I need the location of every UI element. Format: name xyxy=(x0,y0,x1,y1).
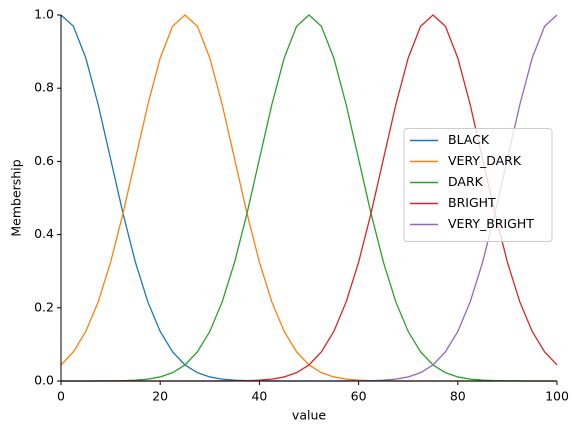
x-tick-label: 100 xyxy=(545,389,569,404)
y-tick-label: 0.0 xyxy=(34,373,54,388)
y-tick-label: 1.0 xyxy=(34,7,54,22)
legend-label: VERY_BRIGHT xyxy=(448,216,534,231)
x-tick-label: 0 xyxy=(57,389,65,404)
legend-box xyxy=(403,128,553,242)
legend-label: VERY_DARK xyxy=(448,153,522,168)
series-line xyxy=(61,14,557,382)
y-tick-label: 0.8 xyxy=(34,80,54,95)
legend-label: BLACK xyxy=(448,132,490,147)
x-tick-label: 80 xyxy=(450,389,466,404)
y-axis-label: Membership xyxy=(9,159,24,236)
y-tick-label: 0.4 xyxy=(34,226,54,241)
x-tick-label: 20 xyxy=(152,389,168,404)
legend-label: BRIGHT xyxy=(448,195,496,210)
x-axis-label: value xyxy=(292,408,326,423)
x-tick-label: 60 xyxy=(351,389,367,404)
legend-label: DARK xyxy=(448,174,484,189)
x-tick-label: 40 xyxy=(251,389,267,404)
y-tick-label: 0.6 xyxy=(34,153,54,168)
y-tick-label: 0.2 xyxy=(34,299,54,314)
